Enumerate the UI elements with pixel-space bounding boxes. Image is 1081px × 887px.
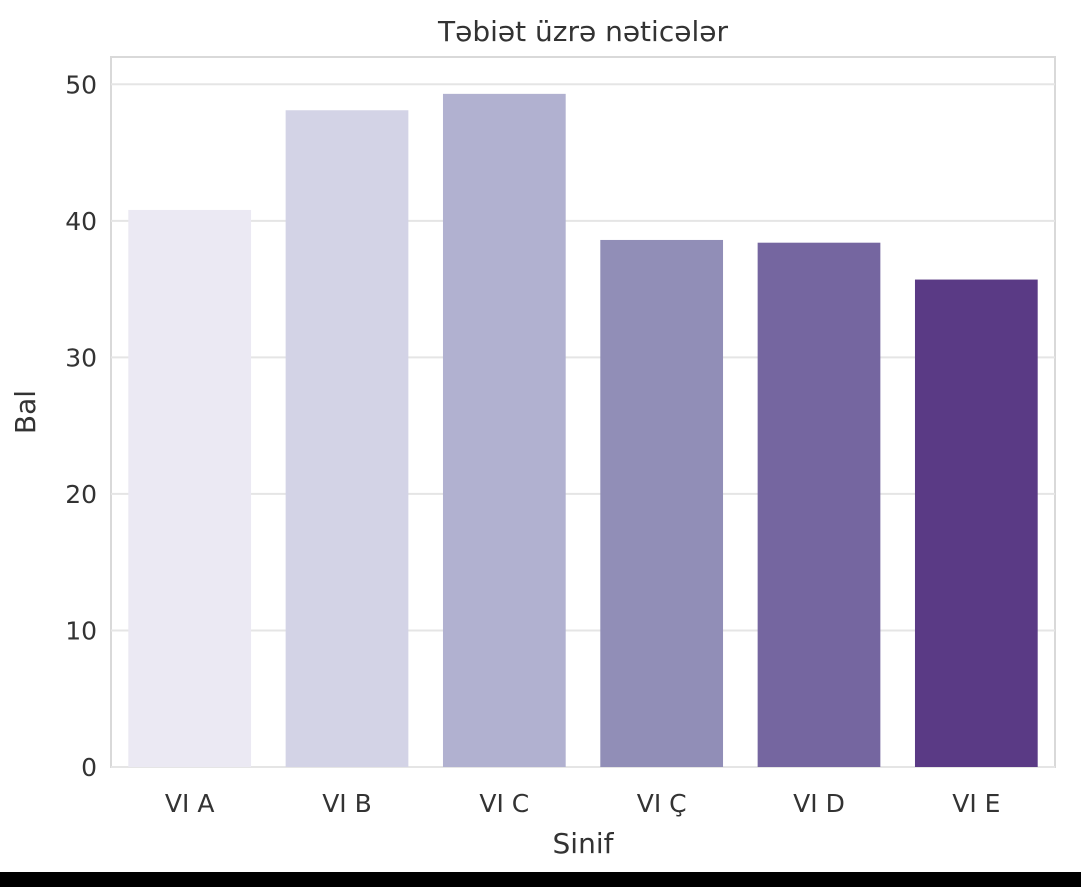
- bar-vi-a: [128, 209, 252, 767]
- y-tick-label: 20: [65, 480, 97, 509]
- x-tick-label: VI Ç: [637, 789, 687, 818]
- y-tick-label: 50: [65, 70, 97, 99]
- x-tick-label: VI A: [165, 789, 215, 818]
- y-tick-label: 10: [65, 616, 97, 645]
- bar-vi-e: [914, 279, 1038, 767]
- bar-vi-c: [442, 93, 566, 768]
- bar-vi-b: [285, 110, 409, 767]
- chart-title: Təbiət üzrə nəticələr: [437, 15, 728, 48]
- x-tick-label: VI E: [952, 789, 1000, 818]
- y-axis-ticks: 0 10 20 30 40 50: [65, 70, 97, 782]
- x-tick-label: VI D: [793, 789, 845, 818]
- y-tick-label: 40: [65, 207, 97, 236]
- bar-vi-d: [757, 242, 881, 767]
- bar-vi-ç: [600, 239, 724, 767]
- x-tick-label: VI B: [322, 789, 372, 818]
- y-tick-label: 30: [65, 343, 97, 372]
- x-tick-label: VI C: [479, 789, 529, 818]
- x-axis-ticks: VI A VI B VI C VI Ç VI D VI E: [165, 789, 1001, 818]
- grid-lines: [111, 83, 1055, 768]
- x-axis-title: Sinif: [553, 827, 615, 860]
- bars: [128, 93, 1038, 768]
- y-tick-label: 0: [81, 753, 97, 782]
- plot-area: [110, 56, 1056, 768]
- y-axis-title: Bal: [9, 390, 42, 434]
